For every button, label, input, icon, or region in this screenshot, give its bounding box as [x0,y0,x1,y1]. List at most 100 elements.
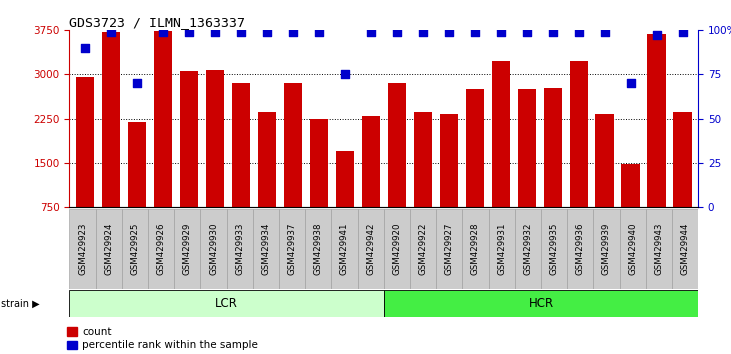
Point [183,29,194,35]
Bar [541,209,567,289]
Point [365,29,376,35]
Text: GSM429923: GSM429923 [78,222,87,275]
Bar [96,209,122,289]
Bar [645,209,672,289]
Point [651,33,662,38]
Bar [128,121,146,207]
Bar [253,209,279,289]
Bar [567,209,594,289]
Bar [76,77,94,207]
Point [495,29,507,35]
Text: GSM429922: GSM429922 [419,222,428,275]
Text: LCR: LCR [215,297,238,310]
Bar [672,209,698,289]
Point [469,29,480,35]
Point [79,45,91,51]
Point [443,29,455,35]
Bar [180,71,198,207]
Text: GSM429925: GSM429925 [130,222,140,275]
Point [131,80,143,86]
Bar [69,209,96,289]
Bar [569,61,588,207]
Bar [439,114,458,207]
Text: GSM429928: GSM429928 [471,222,480,275]
Text: GSM429932: GSM429932 [523,222,532,275]
Bar [227,209,253,289]
Bar [362,116,380,207]
Bar [279,209,306,289]
Bar [620,209,645,289]
Bar [357,209,384,289]
Point [105,29,117,35]
Text: GSM429938: GSM429938 [314,222,323,275]
Bar [174,209,200,289]
Bar [232,82,250,207]
Bar [466,89,484,207]
Text: GSM429935: GSM429935 [550,222,558,275]
Bar [69,290,384,317]
Bar [122,209,148,289]
Text: GSM429940: GSM429940 [628,222,637,275]
Text: GSM429926: GSM429926 [156,222,166,275]
Point [313,29,325,35]
Text: GSM429939: GSM429939 [602,223,611,275]
Bar [594,209,620,289]
Text: GSM429943: GSM429943 [654,222,663,275]
Point [339,72,351,77]
Bar [387,82,406,207]
Point [547,29,558,35]
Legend: count, percentile rank within the sample: count, percentile rank within the sample [67,327,258,350]
Bar [384,290,698,317]
Bar [491,61,510,207]
Bar [436,209,462,289]
Bar [154,31,172,207]
Point [417,29,428,35]
Bar [336,151,354,207]
Point [573,29,585,35]
Text: GSM429942: GSM429942 [366,222,375,275]
Bar [544,88,561,207]
Point [520,29,532,35]
Bar [148,209,174,289]
Text: GSM429924: GSM429924 [105,222,113,275]
Bar [410,209,436,289]
Point [235,29,247,35]
Bar [673,112,692,207]
Point [677,29,689,35]
Text: GSM429920: GSM429920 [393,222,401,275]
Point [157,29,169,35]
Bar [306,209,331,289]
Bar [258,112,276,207]
Bar [284,82,302,207]
Text: GDS3723 / ILMN_1363337: GDS3723 / ILMN_1363337 [69,16,246,29]
Point [391,29,403,35]
Text: HCR: HCR [529,297,553,310]
Bar [200,209,227,289]
Text: GSM429941: GSM429941 [340,222,349,275]
Bar [206,70,224,207]
Bar [102,32,120,207]
Text: GSM429930: GSM429930 [209,222,218,275]
Bar [648,34,666,207]
Bar [331,209,357,289]
Bar [515,209,541,289]
Bar [462,209,488,289]
Point [625,80,637,86]
Point [287,29,299,35]
Text: GSM429944: GSM429944 [681,222,689,275]
Text: GSM429937: GSM429937 [287,222,297,275]
Text: GSM429929: GSM429929 [183,223,192,275]
Text: strain ▶: strain ▶ [1,298,40,309]
Bar [414,112,432,207]
Text: GSM429936: GSM429936 [576,222,585,275]
Bar [488,209,515,289]
Bar [518,89,536,207]
Bar [310,119,328,207]
Text: GSM429931: GSM429931 [497,222,506,275]
Point [261,29,273,35]
Bar [384,209,410,289]
Text: GSM429934: GSM429934 [262,222,270,275]
Text: GSM429927: GSM429927 [444,222,454,275]
Point [599,29,610,35]
Text: GSM429933: GSM429933 [235,222,244,275]
